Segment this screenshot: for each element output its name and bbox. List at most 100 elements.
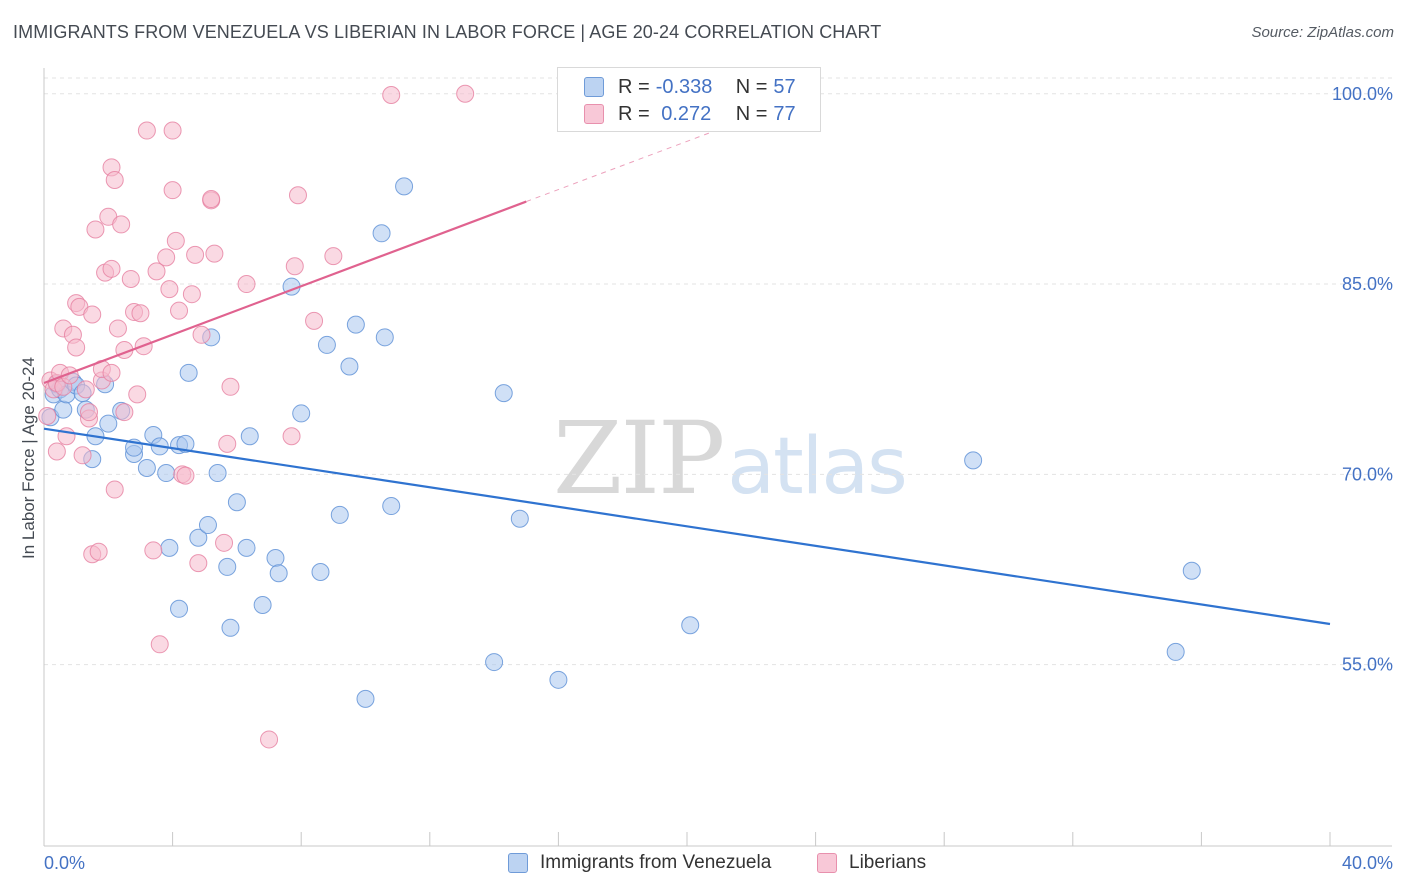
venezuela-point [485,653,504,672]
legend-r-label: R = [618,102,650,125]
liberian-point [160,280,179,299]
venezuela-point [137,458,156,477]
liberian-point [157,248,176,267]
x-tick-label: 40.0% [1342,853,1393,873]
venezuela-point [99,414,118,433]
liberian-point [260,730,279,749]
venezuela-point [237,538,256,557]
liberian-point [89,542,108,561]
legend-r-label: R = [618,75,650,98]
legend-n-value-liberians: 77 [773,102,796,125]
legend-r-value-venezuela: -0.338 [655,75,713,98]
legend-n-label: N = [735,75,768,98]
venezuela-point [549,670,568,689]
legend-swatch-liberians [584,104,604,124]
axes [43,68,1392,847]
venezuela-point [340,357,359,376]
liberian-point [456,84,475,103]
y-tick-label: 70.0% [1342,464,1393,484]
liberian-point [282,427,301,446]
venezuela-point [494,384,513,403]
venezuela-point [681,616,700,635]
stats-legend: R = -0.338 N = 57 R = 0.272 N = 77 [557,67,821,132]
venezuela-point [395,177,414,196]
venezuela-point [208,464,227,483]
tick-labels: 55.0% 70.0% 85.0% 100.0% 0.0% 40.0% [44,84,1393,873]
venezuela-point [157,464,176,483]
venezuela-point [198,516,217,535]
liberian-point [221,377,240,396]
legend-r-value-liberians: 0.272 [655,102,712,125]
trend-lines [43,128,1331,626]
liberian-point [305,311,324,330]
liberian-point [102,259,121,278]
legend-row-liberians: R = 0.272 N = 77 [558,101,796,127]
liberian-point [163,181,182,200]
liberian-point [147,262,166,281]
venezuela-point [221,618,240,637]
liberian-point [324,247,343,266]
liberian-point [166,231,185,250]
venezuela-point [964,451,983,470]
source-label: Source: ZipAtlas.com [1251,24,1394,41]
venezuela-point [160,538,179,557]
liberian-point [182,285,201,304]
liberian-point [176,466,195,485]
watermark: ZIPatlas [553,400,908,517]
liberian-point [163,121,182,140]
venezuela-point [1182,561,1201,580]
liberian-point [83,305,102,324]
liberian-point [128,385,147,404]
liberian-point [382,86,401,105]
venezuela-point [356,689,375,708]
venezuela-point [253,595,272,614]
liberian-point [150,635,169,654]
venezuela-point [179,363,198,382]
liberian-point [189,554,208,573]
data-points [38,84,1201,749]
venezuela-point [317,335,336,354]
liberian-point [170,301,189,320]
venezuela-point [269,564,288,583]
liberian-point [105,171,124,190]
bottom-legend-label-venezuela: Immigrants from Venezuela [540,852,772,873]
liberian-point [131,304,150,323]
venezuela-point [266,549,285,568]
liberian-point [38,406,57,425]
liberian-trend-line [43,200,527,385]
bottom-legend-liberians: Liberians [817,852,926,874]
venezuela-point [1166,642,1185,661]
liberian-point [67,338,86,357]
venezuela-point [218,557,237,576]
venezuela-point [382,497,401,516]
liberian-point [102,363,121,382]
y-tick-label: 85.0% [1342,274,1393,294]
chart-title: IMMIGRANTS FROM VENEZUELA VS LIBERIAN IN… [13,22,882,42]
venezuela-point [240,427,259,446]
venezuela-point [189,528,208,547]
liberian-point [237,275,256,294]
venezuela-point [54,400,73,419]
liberian-point [205,244,224,263]
venezuela-point [292,404,311,423]
liberian-point [112,215,131,234]
liberian-point [288,186,307,205]
legend-n-label: N = [735,102,768,125]
venezuela-point [170,599,189,618]
liberian-point [192,325,211,344]
venezuela-trend-line [43,427,1331,626]
venezuela-point [176,434,195,453]
watermark-atlas: atlas [727,422,907,512]
legend-swatch-venezuela [584,77,604,97]
x-tick-label: 0.0% [44,853,85,873]
liberian-trend-extension [526,128,720,203]
bottom-legend-swatch-liberians [817,853,837,873]
legend-n-value-venezuela: 57 [773,75,796,98]
liberian-point [47,442,66,461]
venezuela-point [311,562,330,581]
venezuela-point [227,493,246,512]
liberian-point [285,257,304,276]
liberian-point [76,380,95,399]
bottom-legend-venezuela: Immigrants from Venezuela [508,852,771,874]
